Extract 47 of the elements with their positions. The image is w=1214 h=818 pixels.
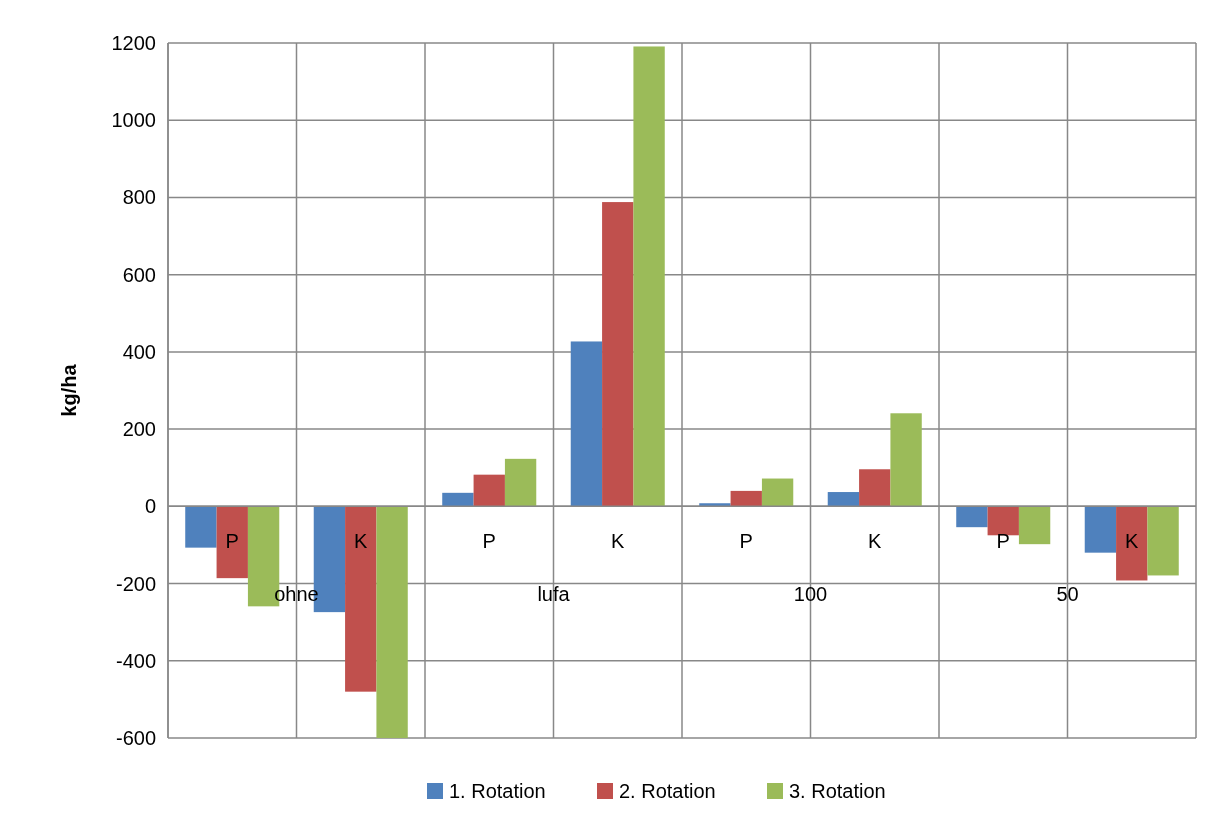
- y-tick-label: 0: [144, 495, 156, 518]
- bar: [345, 506, 377, 692]
- bar: [730, 490, 762, 507]
- bar: [1147, 506, 1179, 576]
- bar: [633, 46, 665, 507]
- bar: [216, 506, 248, 579]
- bar: [699, 503, 731, 507]
- x-tick-label: P: [996, 530, 1010, 553]
- bar: [956, 506, 988, 528]
- bar: [570, 341, 603, 507]
- x-tick-label: P: [739, 530, 753, 553]
- y-tick-label: 200: [122, 418, 156, 441]
- bar: [1116, 506, 1148, 581]
- x-tick-label: K: [611, 530, 626, 553]
- annotation: lufa: [537, 583, 571, 606]
- bar: [890, 413, 922, 507]
- bar: [376, 506, 408, 738]
- legend-label: 3. Rotation: [789, 780, 886, 802]
- bar: [602, 202, 634, 507]
- y-tick-label: -200: [115, 572, 156, 595]
- y-tick-label: -600: [115, 727, 156, 749]
- legend-label: 1. Rotation: [449, 780, 546, 802]
- bar: [504, 458, 537, 507]
- y-tick-label: 1200: [111, 32, 156, 54]
- bar: [1084, 506, 1117, 553]
- y-tick-label: 800: [122, 186, 156, 209]
- y-tick-label: 400: [122, 340, 156, 363]
- bar: [987, 506, 1019, 536]
- y-axis-title: kg/ha: [58, 363, 80, 417]
- y-tick-label: 1000: [111, 109, 156, 132]
- bar: [827, 492, 860, 507]
- x-tick-label: K: [354, 530, 369, 553]
- bar: [473, 474, 505, 507]
- x-tick-label: K: [1125, 530, 1140, 553]
- y-tick-label: 600: [122, 263, 156, 286]
- bar: [442, 492, 474, 507]
- annotation: 50: [1056, 583, 1079, 606]
- y-tick-label: -400: [115, 649, 156, 672]
- bar: [859, 469, 891, 507]
- bar: [185, 506, 217, 548]
- x-tick-label: P: [225, 530, 239, 553]
- bar: [1018, 506, 1051, 545]
- bar: [761, 478, 794, 507]
- legend-label: 2. Rotation: [619, 780, 716, 802]
- x-tick-label: K: [868, 530, 883, 553]
- x-tick-label: P: [482, 530, 496, 553]
- annotation: 100: [793, 583, 828, 606]
